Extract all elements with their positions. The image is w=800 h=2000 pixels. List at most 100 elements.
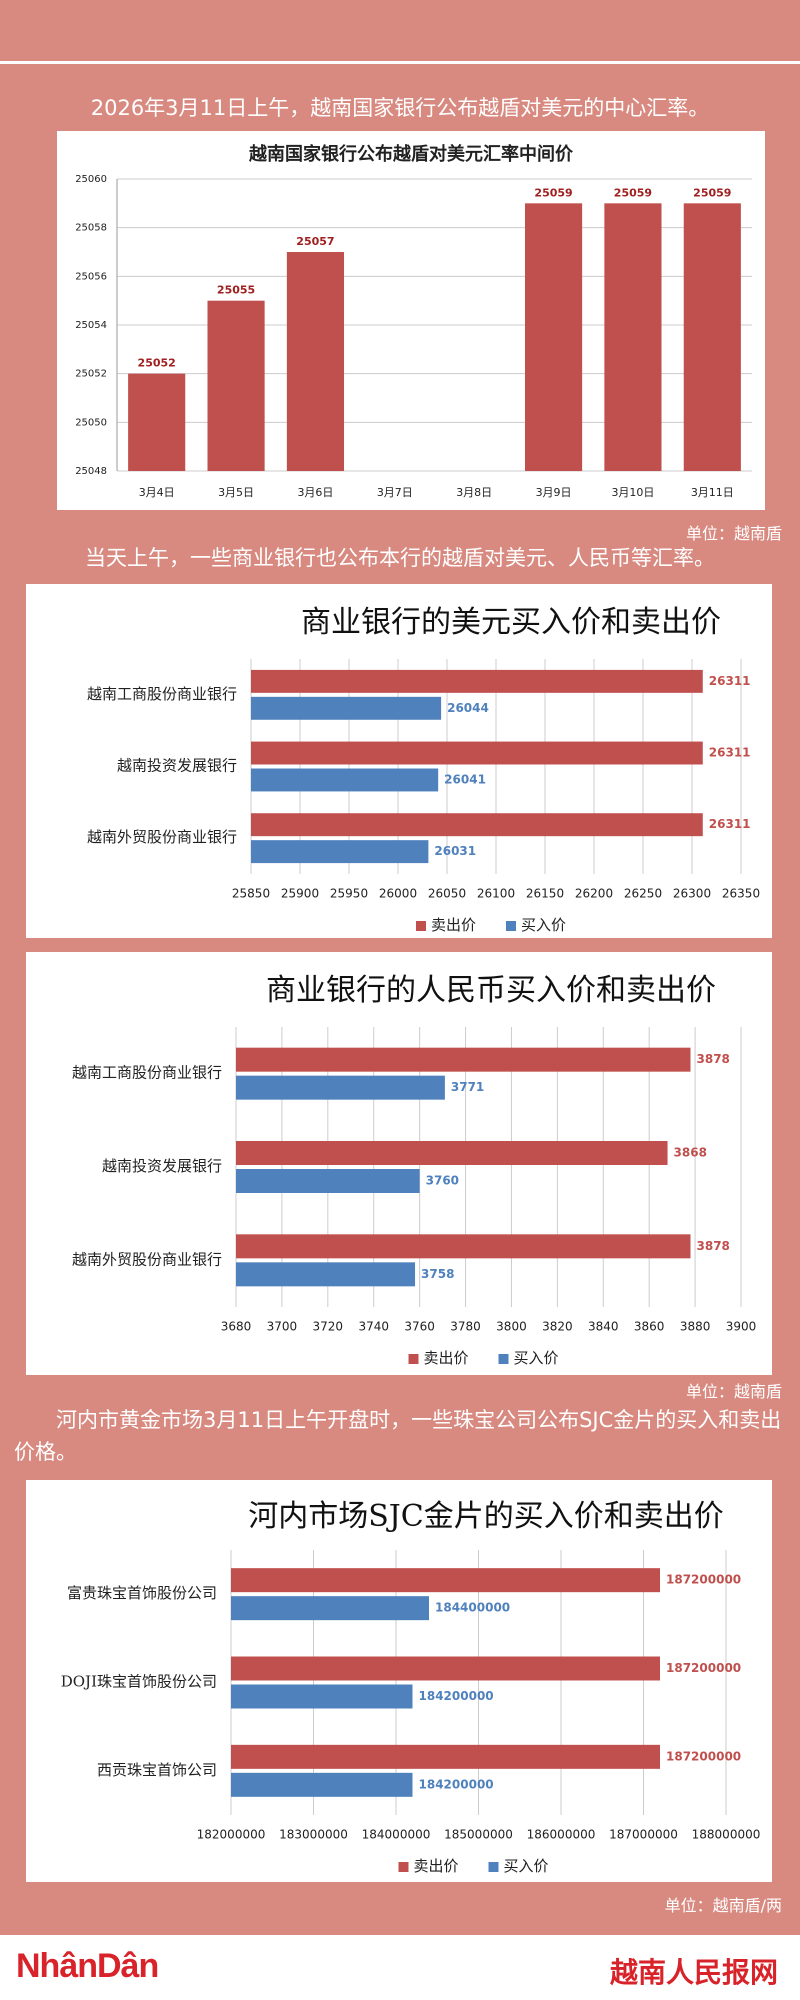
- unit-note: 单位：越南盾: [685, 1382, 782, 1401]
- value-label: 3878: [697, 1052, 730, 1066]
- value-label: 184200000: [419, 1777, 494, 1791]
- x-tick-label: 185000000: [444, 1828, 513, 1842]
- y-tick-label: 25052: [75, 369, 107, 380]
- x-tick-label: 26200: [575, 887, 613, 901]
- x-tick-label: 3月5日: [218, 486, 254, 499]
- value-label: 26044: [447, 701, 489, 715]
- x-tick-label: 26300: [673, 887, 711, 901]
- bar: [604, 203, 662, 471]
- paragraph: 当天上午，一些商业银行也公布本行的越盾对美元、人民币等汇率。: [85, 546, 715, 570]
- x-tick-label: 25900: [281, 887, 319, 901]
- bar: [236, 1141, 668, 1165]
- chart: 河内市场SJC金片的买入价和卖出价 182000000 183000000 18400…: [26, 1480, 772, 1882]
- value-label: 187200000: [666, 1749, 741, 1763]
- y-tick-label: 越南工商股份商业银行: [72, 1064, 222, 1082]
- y-tick-label: 富贵珠宝首饰股份公司: [67, 1584, 217, 1602]
- bar: [524, 203, 583, 471]
- y-tick-label: 西贡珠宝首饰公司: [97, 1761, 217, 1779]
- x-tick-label: 186000000: [527, 1828, 596, 1842]
- x-tick-label: 25850: [232, 887, 270, 901]
- value-label: 3868: [674, 1146, 707, 1160]
- x-tick-label: 3860: [634, 1320, 665, 1334]
- value-label: 26041: [444, 772, 486, 786]
- bar: [251, 813, 703, 837]
- y-tick-label: 25050: [75, 417, 107, 428]
- value-label: 25057: [296, 235, 334, 248]
- x-tick-label: 187000000: [609, 1828, 678, 1842]
- bar: [683, 203, 741, 471]
- value-label: 3771: [451, 1080, 484, 1094]
- y-tick-label: 越南外贸股份商业银行: [87, 828, 237, 846]
- x-tick-label: 26100: [477, 887, 515, 901]
- bar: [231, 1656, 660, 1681]
- x-tick-label: 3月6日: [297, 486, 333, 499]
- bar: [251, 669, 703, 693]
- value-label: 26311: [709, 746, 751, 760]
- chart-title: 商业银行的美元买入价和卖出价: [301, 605, 721, 640]
- legend-swatch: [488, 1862, 499, 1872]
- bar: [236, 1262, 416, 1287]
- y-tick-label: 25058: [75, 223, 107, 234]
- chart: 商业银行的人民币买入价和卖出价 3680 3700 3720 3740 3760 3780 3…: [26, 952, 772, 1375]
- x-tick-label: 26350: [722, 887, 760, 901]
- chart-title: 越南国家银行公布越盾对美元汇率中间价: [248, 143, 574, 165]
- x-tick-label: 3740: [358, 1320, 389, 1334]
- value-label: 26311: [709, 674, 751, 688]
- x-tick-label: 3月4日: [139, 486, 175, 499]
- logo: NhânDân: [16, 1947, 159, 1985]
- y-tick-label: 25056: [75, 271, 107, 282]
- unit-note: 单位：越南盾/两: [664, 1896, 782, 1915]
- legend-label: 买入价: [521, 916, 566, 934]
- value-label: 26311: [709, 817, 751, 831]
- chart-title: 商业银行的人民币买入价和卖出价: [266, 973, 716, 1008]
- legend-swatch: [498, 1354, 509, 1364]
- y-tick-label: 越南投资发展银行: [102, 1157, 222, 1175]
- value-label: 25059: [614, 186, 652, 199]
- value-label: 184200000: [419, 1689, 494, 1703]
- x-tick-label: 26250: [624, 887, 662, 901]
- bar: [207, 300, 265, 471]
- x-tick-label: 3月10日: [611, 486, 654, 499]
- bar: [236, 1169, 420, 1193]
- x-tick-label: 3840: [588, 1320, 619, 1334]
- legend-swatch: [506, 921, 516, 931]
- value-label: 3878: [697, 1239, 730, 1253]
- chart: 商业银行的美元买入价和卖出价 25850 25900 25950 26000 26050 2…: [26, 584, 772, 938]
- x-tick-label: 26000: [379, 887, 417, 901]
- top-band: [0, 0, 800, 64]
- legend-label: 买入价: [504, 1857, 549, 1875]
- x-tick-label: 3820: [542, 1320, 573, 1334]
- bar: [128, 373, 186, 471]
- legend-label: 卖出价: [414, 1857, 459, 1875]
- x-tick-label: 3800: [496, 1320, 527, 1334]
- x-tick-label: 184000000: [362, 1828, 431, 1842]
- bar: [236, 1075, 445, 1100]
- bar: [251, 741, 703, 765]
- value-label: 25055: [217, 284, 255, 297]
- legend-swatch: [398, 1862, 409, 1872]
- y-tick-label: 25060: [75, 174, 107, 185]
- bar: [231, 1744, 660, 1769]
- x-tick-label: 182000000: [197, 1828, 266, 1842]
- value-label: 3758: [421, 1267, 454, 1281]
- paragraph: 河内市黄金市场3月11日上午开盘时，一些珠宝公司公布SJC金片的买入和卖出价格。: [14, 1408, 782, 1464]
- value-label: 187200000: [666, 1661, 741, 1675]
- x-tick-label: 3760: [404, 1320, 435, 1334]
- value-label: 3760: [426, 1174, 459, 1188]
- x-tick-label: 3700: [267, 1320, 298, 1334]
- bar: [286, 252, 345, 471]
- bar: [231, 1596, 429, 1621]
- x-tick-label: 3月8日: [456, 486, 492, 499]
- chart-title: 河内市场SJC金片的买入价和卖出价: [248, 1499, 724, 1534]
- chart: 越南国家银行公布越盾对美元汇率中间价 25048 25050 25052 25054 25…: [57, 131, 765, 510]
- x-tick-label: 3900: [726, 1320, 757, 1334]
- bar: [236, 1234, 691, 1259]
- value-label: 26031: [434, 844, 476, 858]
- x-tick-label: 3680: [221, 1320, 252, 1334]
- legend-label: 卖出价: [424, 1349, 469, 1367]
- x-tick-label: 188000000: [692, 1828, 761, 1842]
- x-tick-label: 3月11日: [691, 486, 734, 499]
- bar: [231, 1684, 413, 1709]
- legend-swatch: [416, 921, 426, 931]
